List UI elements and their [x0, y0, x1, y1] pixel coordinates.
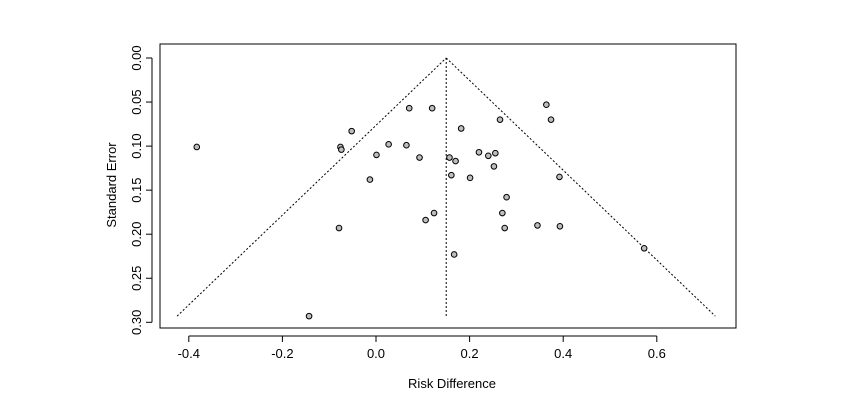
- x-tick-label: 0.4: [554, 346, 572, 361]
- x-axis: -0.4 -0.2 0.0 0.2 0.4 0.6: [178, 335, 666, 361]
- study-point: [492, 149, 499, 157]
- funnel-right-limit: [445, 57, 716, 317]
- study-point: [416, 154, 423, 161]
- y-tick-label: 0.00: [129, 45, 144, 70]
- study-point: [496, 116, 504, 123]
- plot-frame: [159, 43, 737, 329]
- study-point: [547, 116, 555, 123]
- y-tick-label: 0.30: [129, 310, 144, 335]
- study-point: [428, 104, 436, 112]
- x-tick-label: -0.2: [271, 346, 293, 361]
- study-point: [556, 222, 564, 230]
- y-tick-label: 0.20: [129, 222, 144, 247]
- x-tick-label: -0.4: [178, 346, 200, 361]
- study-point: [430, 209, 438, 217]
- study-point: [446, 154, 453, 161]
- study-point: [501, 224, 509, 232]
- study-point: [366, 176, 374, 183]
- study-points: [193, 101, 648, 320]
- study-point: [422, 216, 429, 224]
- x-tick-label: 0.2: [461, 346, 479, 361]
- study-point: [385, 141, 392, 148]
- study-point: [450, 251, 458, 258]
- study-point: [448, 171, 455, 179]
- study-point: [348, 127, 355, 135]
- study-point: [338, 146, 345, 153]
- study-point: [335, 224, 343, 232]
- x-tick-label: 0.6: [648, 346, 666, 361]
- study-point: [403, 141, 410, 149]
- study-point: [640, 244, 648, 252]
- study-point: [556, 173, 563, 181]
- y-tick-label: 0.10: [129, 133, 144, 158]
- study-point: [193, 143, 201, 151]
- study-point: [466, 174, 474, 182]
- x-axis-title: Risk Difference: [408, 376, 496, 391]
- y-axis: 0.00 0.05 0.10 0.15 0.20 0.25 0.30: [129, 45, 153, 335]
- y-tick-label: 0.05: [129, 89, 144, 114]
- study-point: [490, 163, 498, 170]
- study-point: [485, 152, 492, 160]
- study-point: [457, 125, 465, 132]
- study-point: [503, 193, 510, 201]
- study-point: [475, 148, 483, 156]
- y-tick-label: 0.15: [129, 177, 144, 202]
- x-tick-label: 0.0: [367, 346, 385, 361]
- y-tick-label: 0.25: [129, 266, 144, 291]
- funnel-lines: [176, 57, 716, 317]
- y-axis-title: Standard Error: [104, 142, 119, 228]
- study-point: [405, 104, 413, 112]
- study-point: [499, 209, 506, 217]
- study-point: [543, 101, 550, 108]
- study-point: [452, 157, 459, 165]
- funnel-left-limit: [176, 57, 447, 317]
- study-point: [305, 312, 313, 320]
- study-point: [373, 151, 380, 159]
- study-point: [534, 222, 541, 229]
